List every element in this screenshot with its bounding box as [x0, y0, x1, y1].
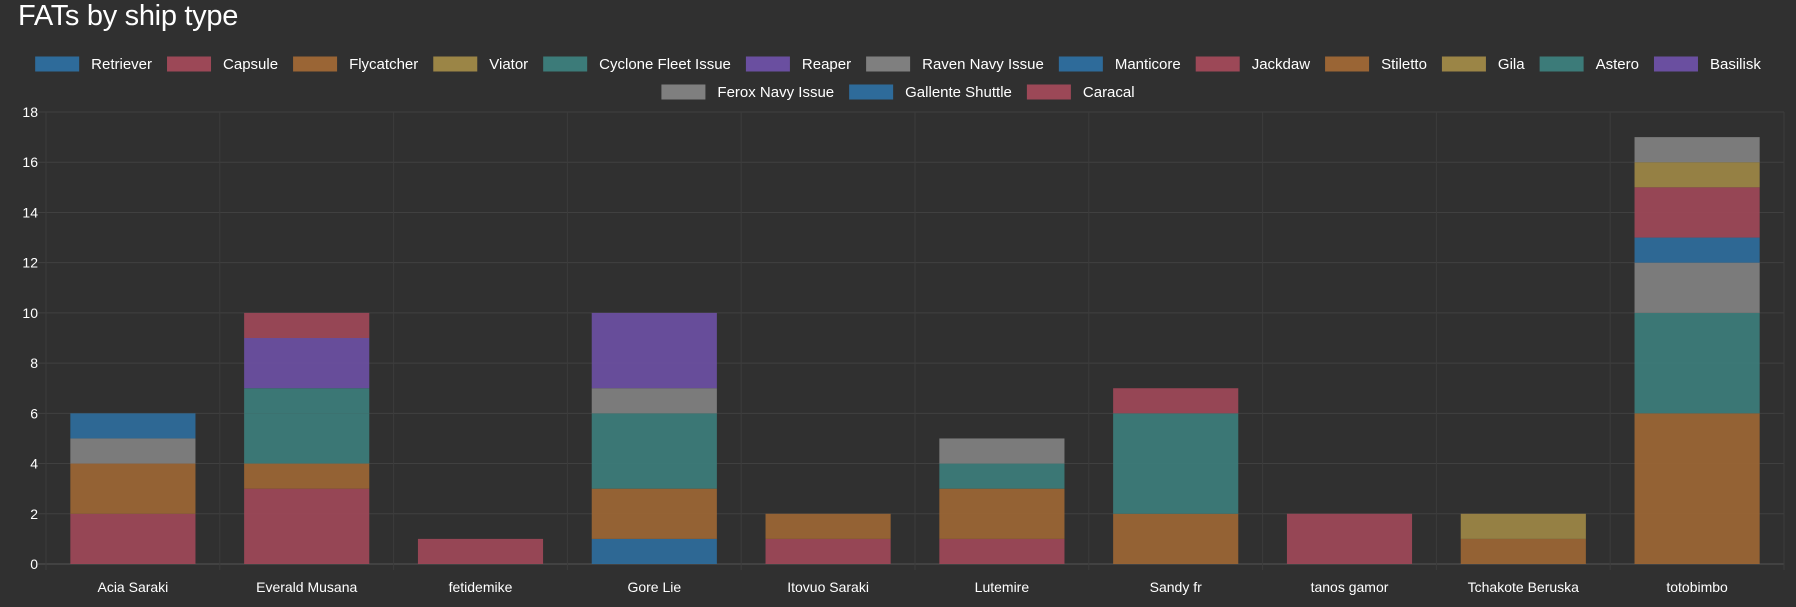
bar-segment-manticore-totobimbo	[1634, 237, 1760, 263]
y-tick-label: 10	[22, 305, 38, 321]
legend-swatch-raven-navy-issue	[866, 56, 911, 72]
y-tick-label: 14	[22, 204, 38, 220]
legend-swatch-gila	[1441, 56, 1486, 72]
y-tick-label: 8	[30, 355, 38, 371]
bar-segment-capsule-tanos-gamor	[1286, 513, 1413, 564]
bar-segment-retriever-gore-lie	[591, 538, 717, 564]
legend-label-viator: Viator	[489, 56, 528, 73]
x-tick-label: fetidemike	[449, 579, 513, 595]
x-tick-label: tanos gamor	[1311, 579, 1389, 595]
bar-segment-astero-everald-musana	[244, 388, 370, 414]
legend-label-raven-navy-issue: Raven Navy Issue	[922, 56, 1044, 73]
bar-segment-cyclone-fleet-issue-gore-lie	[591, 413, 717, 489]
legend-swatch-cyclone-fleet-issue	[543, 56, 588, 72]
legend-swatch-retriever	[35, 56, 80, 72]
legend-label-retriever: Retriever	[91, 56, 152, 73]
bar-segment-flycatcher-totobimbo	[1634, 413, 1760, 564]
legend-label-jackdaw: Jackdaw	[1252, 56, 1311, 73]
bar-segment-ferox-navy-issue-totobimbo	[1634, 137, 1760, 163]
bar-segment-caracal-everald-musana	[244, 312, 370, 338]
bar-segment-capsule-acia-saraki	[70, 513, 196, 564]
bar-segment-cyclone-fleet-issue-sandy-fr	[1113, 413, 1239, 514]
legend-swatch-flycatcher	[293, 56, 338, 72]
legend-label-ferox-navy-issue: Ferox Navy Issue	[717, 84, 834, 101]
bar-segment-flycatcher-tchakote-beruska	[1460, 538, 1586, 564]
bar-segment-cyclone-fleet-issue-totobimbo	[1634, 312, 1760, 414]
y-tick-label: 16	[22, 154, 38, 170]
legend-swatch-viator	[433, 56, 478, 72]
y-tick-label: 2	[30, 506, 38, 522]
legend-label-astero: Astero	[1596, 56, 1639, 73]
legend-swatch-jackdaw	[1195, 56, 1240, 72]
legend-label-caracal: Caracal	[1083, 84, 1135, 101]
legend-label-reaper: Reaper	[802, 56, 851, 73]
bar-segment-raven-navy-issue-totobimbo	[1634, 262, 1760, 313]
legend-label-manticore: Manticore	[1115, 56, 1181, 73]
bar-segment-capsule-itovuo-saraki	[765, 538, 891, 564]
bar-segment-flycatcher-itovuo-saraki	[765, 513, 891, 539]
legend-label-capsule: Capsule	[223, 56, 278, 73]
legend-swatch-manticore	[1058, 56, 1103, 72]
legend-swatch-stiletto	[1325, 56, 1370, 72]
legend-swatch-capsule	[167, 56, 212, 72]
bar-segment-jackdaw-sandy-fr	[1113, 388, 1239, 414]
y-tick-label: 0	[30, 556, 38, 572]
y-tick-label: 18	[22, 104, 38, 120]
bar-segment-flycatcher-sandy-fr	[1113, 513, 1239, 564]
y-tick-label: 4	[30, 456, 38, 472]
bar-segment-manticore-acia-saraki	[70, 413, 196, 439]
chart-title: FATs by ship type	[18, 0, 239, 32]
x-tick-label: Acia Saraki	[97, 579, 168, 595]
bar-segment-gila-totobimbo	[1634, 162, 1760, 188]
legend-label-flycatcher: Flycatcher	[349, 56, 418, 73]
y-tick-label: 6	[30, 405, 38, 421]
bar-segment-flycatcher-gore-lie	[591, 488, 717, 539]
bar-segment-basilisk-everald-musana	[244, 338, 370, 389]
legend-swatch-astero	[1539, 56, 1584, 72]
legend-swatch-basilisk	[1653, 56, 1698, 72]
x-tick-label: Sandy fr	[1150, 579, 1202, 595]
bar-segment-capsule-lutemire	[939, 538, 1065, 564]
x-tick-label: Itovuo Saraki	[787, 579, 869, 595]
legend-swatch-gallente-shuttle	[849, 84, 894, 100]
bar-segment-cyclone-fleet-issue-lutemire	[939, 463, 1065, 489]
x-tick-label: Gore Lie	[627, 579, 681, 595]
bar-segment-basilisk-gore-lie	[591, 312, 717, 389]
bar-segment-viator-tchakote-beruska	[1460, 513, 1586, 539]
legend-label-stiletto: Stiletto	[1381, 56, 1427, 73]
bar-segment-raven-navy-issue-gore-lie	[591, 388, 717, 414]
bar-segment-flycatcher-acia-saraki	[70, 463, 196, 514]
x-tick-label: totobimbo	[1666, 579, 1728, 595]
bar-segment-flycatcher-everald-musana	[244, 463, 370, 489]
bar-segment-raven-navy-issue-lutemire	[939, 438, 1065, 464]
x-tick-label: Lutemire	[975, 579, 1030, 595]
legend-label-basilisk: Basilisk	[1710, 56, 1761, 73]
legend-label-cyclone-fleet-issue: Cyclone Fleet Issue	[599, 56, 731, 73]
bar-segment-cyclone-fleet-issue-everald-musana	[244, 413, 370, 464]
x-tick-label: Everald Musana	[256, 579, 357, 595]
legend-swatch-caracal	[1026, 84, 1071, 100]
legend-label-gila: Gila	[1498, 56, 1525, 73]
bar-segment-capsule-fetidemike	[417, 538, 544, 564]
legend-swatch-reaper	[745, 56, 790, 72]
y-tick-label: 12	[22, 255, 38, 271]
legend-label-gallente-shuttle: Gallente Shuttle	[905, 84, 1012, 101]
bar-segment-flycatcher-lutemire	[939, 488, 1065, 539]
bar-segment-jackdaw-totobimbo	[1634, 187, 1760, 238]
bar-segment-capsule-everald-musana	[244, 488, 370, 564]
bar-segment-raven-navy-issue-acia-saraki	[70, 438, 196, 464]
legend-swatch-ferox-navy-issue	[661, 84, 706, 100]
x-tick-label: Tchakote Beruska	[1468, 579, 1579, 595]
